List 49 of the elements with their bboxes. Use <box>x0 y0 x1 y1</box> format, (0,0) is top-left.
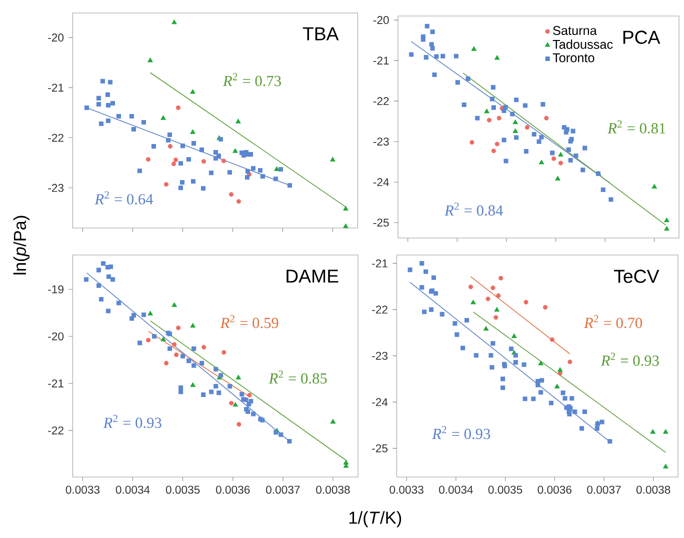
y-tick-label: -20 <box>48 34 64 42</box>
y-tick-label: -24 <box>373 178 389 186</box>
text: TBA <box>302 27 339 40</box>
text: R$^{2}$ = 0.93 <box>600 352 659 366</box>
x-axis-title: 1/(T/K) <box>349 511 402 528</box>
y-tick-label: -23 <box>373 138 389 146</box>
legend-label: Toronto <box>552 53 594 62</box>
x-tick-label: 0.0034 <box>439 486 473 494</box>
x-tick-label: 0.0036 <box>538 486 572 494</box>
y-tick-label: -21 <box>48 84 64 92</box>
series-label: R$^{2}$ = 0.85 <box>268 370 327 384</box>
text: R$^{2}$ = 0.81 <box>608 120 666 134</box>
y-tick-label: -22 <box>48 134 64 142</box>
text: R$^{2}$ = 0.93 <box>432 426 490 440</box>
series-label: R$^{2}$ = 0.73 <box>222 73 281 86</box>
x-tick-label: 0.0033 <box>66 486 100 494</box>
text: DAME <box>286 270 338 283</box>
text: R$^{2}$ = 0.64 <box>94 191 154 204</box>
text: TeCV <box>614 270 660 283</box>
y-tick-label: -23 <box>372 352 388 360</box>
y-tick-label: -19 <box>48 285 64 294</box>
y-tick-label: -22 <box>372 306 388 314</box>
x-tick-label: 0.0037 <box>587 486 621 494</box>
y-tick-label: -20 <box>48 332 64 340</box>
series-label: R$^{2}$ = 0.70 <box>584 315 642 328</box>
legend-label: Saturna <box>553 26 597 36</box>
y-tick-label: -20 <box>373 16 389 24</box>
x-tick-label: 0.0038 <box>316 486 350 494</box>
text: R$^{2}$ = 0.93 <box>103 414 162 428</box>
x-tick-label: 0.0035 <box>488 486 522 494</box>
y-tick-label: -21 <box>48 379 64 388</box>
text: PCA <box>623 30 660 44</box>
y-tick-label: -25 <box>373 218 389 227</box>
x-tick-label: 0.0036 <box>216 486 250 494</box>
y-tick-label: -21 <box>373 56 389 65</box>
legend-label: Tadoussac <box>552 40 613 49</box>
x-tick-label: 0.0037 <box>266 486 300 494</box>
x-tick-label: 0.0038 <box>636 486 670 494</box>
x-tick-label: 0.0034 <box>116 486 150 494</box>
y-tick-label: -23 <box>48 184 64 192</box>
y-tick-label: -25 <box>372 444 388 452</box>
text: R$^{2}$ = 0.84 <box>444 202 503 216</box>
y-tick-label: -22 <box>48 426 64 434</box>
text: R$^{2}$ = 0.59 <box>220 315 278 328</box>
y-tick-label: -22 <box>373 97 389 106</box>
x-tick-label: 0.0035 <box>166 486 200 494</box>
x-tick-label: 0.0033 <box>390 486 424 494</box>
y-tick-label: -21 <box>372 259 388 268</box>
y-tick-label: -24 <box>372 398 388 406</box>
